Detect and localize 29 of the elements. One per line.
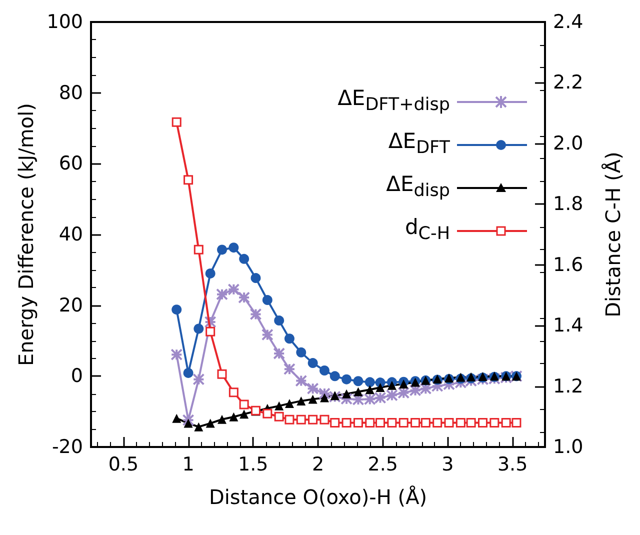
y2-tick-label: 2.0 [553,132,584,154]
y-tick-label: 100 [46,11,83,33]
y2-tick-label: 1.4 [553,314,584,337]
y2-axis-title: Distance C-H (Å) [601,152,625,318]
x-tick-label: 2.5 [368,454,398,476]
x-axis-title: Distance O(oxo)-H (Å) [208,485,428,509]
y-tick-label: 60 [58,152,83,175]
y2-tick-label: 2.2 [553,72,584,94]
x-tick-label: 2 [312,454,324,476]
y2-tick-label: 2.4 [553,11,584,33]
legend-label: ΔE$_{DFT}$ [388,129,450,158]
legend-label: ΔE$_{disp}$ [386,172,450,202]
y2-tick-label: 1.6 [553,254,584,276]
y2-tick-label: 1.2 [553,375,584,398]
y-axis-title: Energy Difference (kJ/mol) [14,103,38,366]
x-tick-label: 0.5 [108,454,139,476]
y2-tick-label: 1.8 [553,193,584,216]
x-tick-label: 1.5 [238,454,268,476]
legend-label: ΔE$_{DFT+disp}$ [338,86,450,116]
x-tick-label: 3.5 [497,454,528,476]
y-tick-label: 80 [58,82,83,104]
y-tick-label: -20 [52,436,83,458]
y-tick-label: 40 [58,224,83,246]
x-tick-label: 1 [182,454,194,476]
y-tick-label: 20 [58,294,83,316]
y2-tick-label: 1.0 [553,436,584,458]
y-tick-label: 0 [70,365,83,388]
legend-label: d$_{C-H}$ [404,215,450,244]
x-tick-label: 3 [442,454,454,476]
